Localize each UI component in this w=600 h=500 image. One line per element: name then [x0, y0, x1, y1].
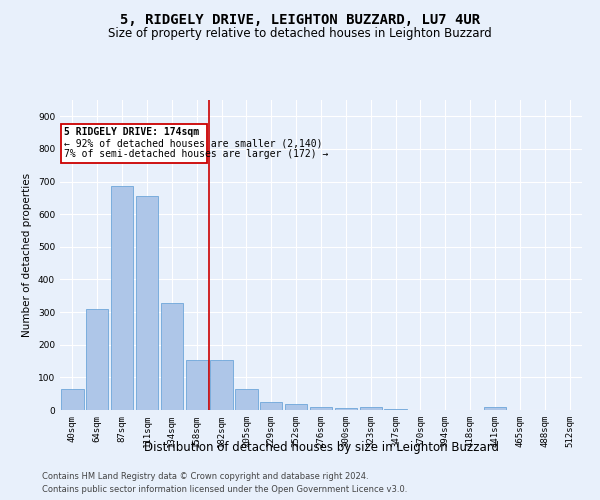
- Bar: [359, 408, 382, 410]
- Bar: [86, 309, 109, 410]
- Bar: [111, 186, 133, 410]
- Bar: [285, 404, 307, 410]
- Bar: [211, 360, 233, 410]
- Bar: [385, 409, 407, 410]
- Text: Contains HM Land Registry data © Crown copyright and database right 2024.: Contains HM Land Registry data © Crown c…: [42, 472, 368, 481]
- Bar: [310, 406, 332, 410]
- Bar: [335, 408, 357, 410]
- Text: Size of property relative to detached houses in Leighton Buzzard: Size of property relative to detached ho…: [108, 28, 492, 40]
- Bar: [61, 389, 83, 410]
- Text: Distribution of detached houses by size in Leighton Buzzard: Distribution of detached houses by size …: [143, 441, 499, 454]
- Text: 5, RIDGELY DRIVE, LEIGHTON BUZZARD, LU7 4UR: 5, RIDGELY DRIVE, LEIGHTON BUZZARD, LU7 …: [120, 12, 480, 26]
- Text: Contains public sector information licensed under the Open Government Licence v3: Contains public sector information licen…: [42, 485, 407, 494]
- Bar: [235, 389, 257, 410]
- Bar: [185, 360, 208, 410]
- FancyBboxPatch shape: [61, 124, 206, 162]
- Bar: [161, 303, 183, 410]
- Y-axis label: Number of detached properties: Number of detached properties: [22, 173, 32, 337]
- Bar: [484, 408, 506, 410]
- Bar: [136, 196, 158, 410]
- Text: ← 92% of detached houses are smaller (2,140): ← 92% of detached houses are smaller (2,…: [64, 138, 323, 148]
- Text: 7% of semi-detached houses are larger (172) →: 7% of semi-detached houses are larger (1…: [64, 150, 329, 160]
- Bar: [260, 402, 283, 410]
- Text: 5 RIDGELY DRIVE: 174sqm: 5 RIDGELY DRIVE: 174sqm: [64, 127, 199, 137]
